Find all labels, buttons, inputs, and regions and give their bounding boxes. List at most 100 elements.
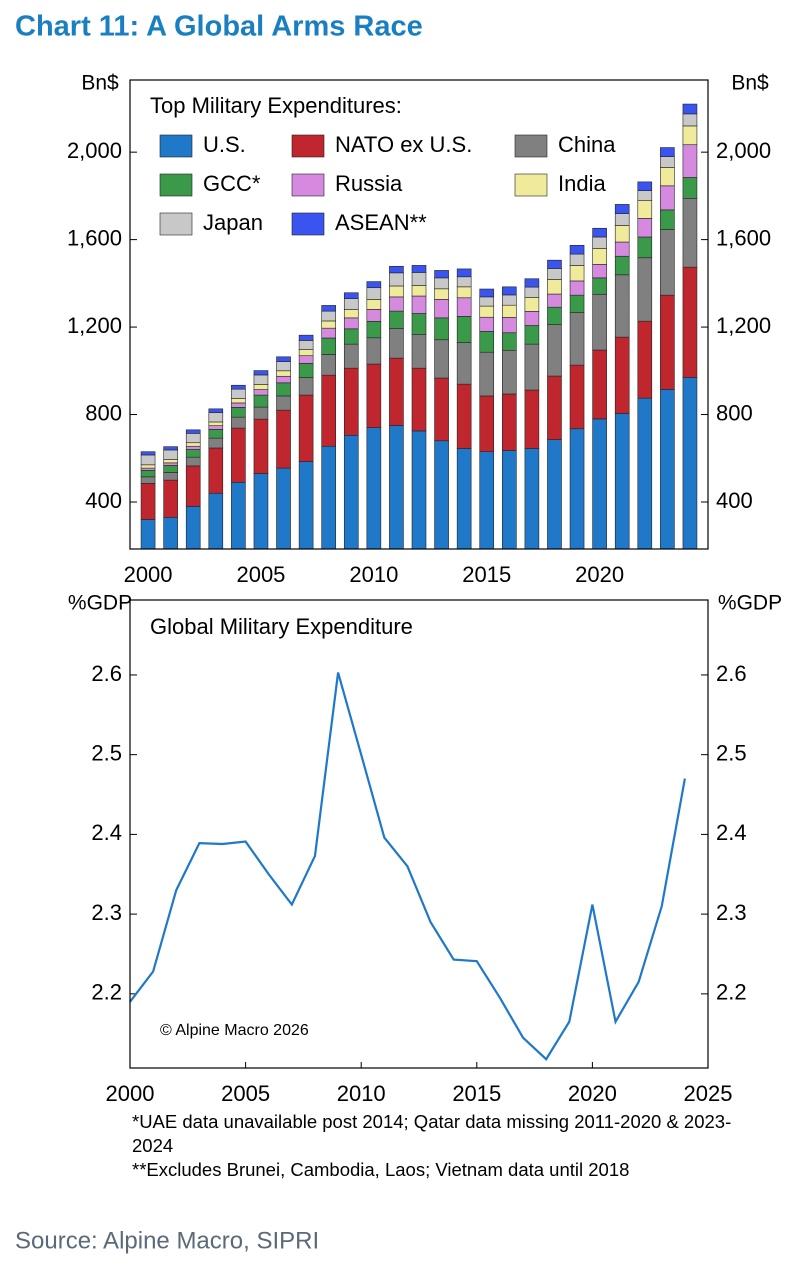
bar-segment (434, 377, 449, 442)
bar-segment (343, 367, 359, 436)
bar-segment (253, 394, 269, 408)
bar-segment (592, 264, 607, 279)
bar-segment (321, 305, 336, 312)
bar-segment (343, 328, 359, 345)
bar-segment (637, 181, 653, 191)
bar-segment (298, 377, 314, 396)
bar-segment (411, 367, 427, 432)
bar-segment (411, 285, 427, 297)
bar-segment (140, 519, 156, 550)
legend-label: Japan (203, 210, 263, 235)
bar-segment (524, 325, 540, 345)
annotation: © Alpine Macro 2026 (160, 1022, 309, 1039)
bar-segment (660, 147, 675, 157)
bar-segment (389, 310, 404, 329)
bar-segment (660, 156, 675, 168)
bar-segment (614, 274, 630, 338)
bar-segment (637, 320, 653, 399)
legend-swatch (159, 134, 193, 158)
bar-segment (682, 113, 698, 127)
bar-segment (502, 349, 517, 395)
bar-segment (660, 389, 675, 550)
bar-segment (479, 331, 495, 353)
bar-segment (547, 306, 562, 325)
bar-segment (140, 454, 156, 466)
bar-segment (321, 445, 336, 550)
bar-segment (547, 375, 562, 440)
bar-segment (343, 343, 359, 369)
bar-segment (231, 416, 246, 429)
bar-segment (298, 340, 314, 350)
bar-segment (185, 445, 201, 450)
bar-segment (479, 305, 495, 318)
bar-segment (524, 389, 540, 449)
legend-title: Top Military Expenditures: (150, 93, 402, 118)
bar-segment (682, 144, 698, 178)
legend-label: NATO ex U.S. (335, 132, 472, 157)
bar-segment (231, 407, 246, 418)
bar-segment (208, 421, 224, 426)
bar-segment (637, 236, 653, 259)
bar-segment (547, 268, 562, 280)
bar-segment (524, 297, 540, 312)
bar-segment (637, 397, 653, 550)
legend-label: U.S. (203, 132, 246, 157)
bar-segment (502, 332, 517, 351)
legend-swatch (159, 212, 193, 236)
bar-segment (637, 218, 653, 238)
bar-segment (276, 467, 291, 550)
bar-segment (298, 355, 314, 364)
bar-segment (547, 279, 562, 295)
bar-segment (389, 272, 404, 287)
bar-segment (366, 309, 382, 322)
plot-frame (129, 79, 709, 550)
bar-segment (434, 270, 449, 279)
bar-segment (502, 304, 517, 318)
bar-segment (456, 276, 472, 288)
bar-segment (411, 272, 427, 286)
bar-segment (208, 408, 224, 413)
y2-tick-label: 2,000 (716, 138, 771, 163)
bar-segment (343, 298, 359, 310)
bar-segment (614, 241, 630, 257)
bar-segment (366, 321, 382, 339)
bar-segment (231, 398, 246, 404)
bar-segment (163, 459, 178, 464)
bar-segment (298, 394, 314, 462)
bar-segment (682, 103, 698, 115)
bar-segment (185, 506, 201, 550)
bar-segment (569, 312, 585, 366)
bar-segment (547, 439, 562, 550)
legend-label: China (558, 132, 616, 157)
bar-segment (163, 446, 178, 451)
bar-segment (343, 309, 359, 319)
legend-swatch (291, 212, 325, 236)
y-tick-label: 2.6 (91, 661, 122, 686)
bar-segment (389, 425, 404, 550)
legend-swatch (514, 134, 548, 158)
footnotes: *UAE data unavailable post 2014; Qatar d… (132, 1110, 762, 1182)
bar-segment (366, 363, 382, 428)
bar-segment (366, 299, 382, 310)
bar-segment (366, 287, 382, 300)
bar-segment (163, 479, 178, 518)
bar-segment (389, 296, 404, 312)
y-axis-label: Bn$ (81, 72, 119, 95)
legend-swatch (159, 173, 193, 197)
bar-segment (660, 185, 675, 211)
bar-segment (479, 351, 495, 397)
bar-segment (298, 349, 314, 357)
bar-segment (660, 294, 675, 390)
bar-segment (276, 370, 291, 377)
page-title: Chart 11: A Global Arms Race (15, 11, 423, 43)
chart-title: Global Military Expenditure (150, 614, 413, 639)
x-tick-label: 2025 (684, 1081, 733, 1106)
bar-segment (524, 286, 540, 298)
y2-tick-label: 2.5 (716, 740, 747, 765)
bar-segment (253, 389, 269, 396)
bar-segment (614, 204, 630, 214)
bar-segment (253, 374, 269, 385)
plot-frame (129, 599, 709, 1069)
